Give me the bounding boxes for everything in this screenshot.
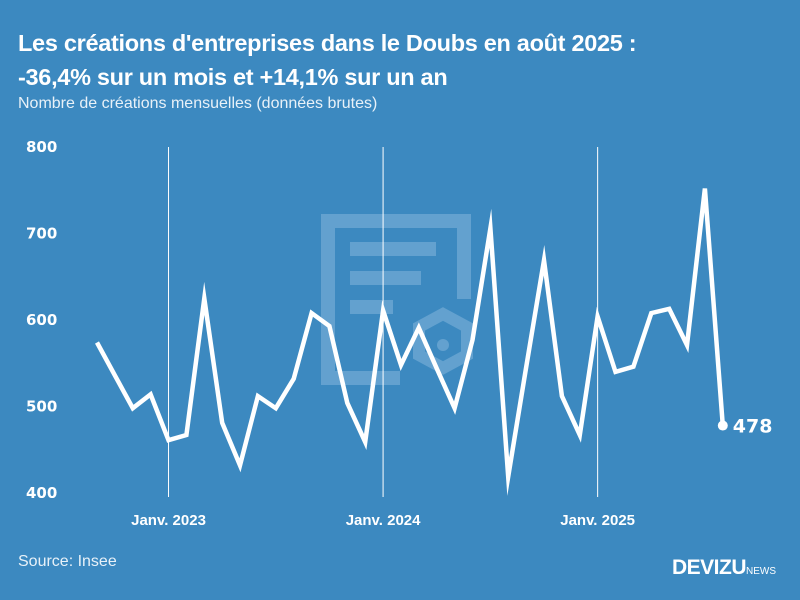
chart-subtitle: Nombre de créations mensuelles (données …	[18, 95, 378, 112]
title-line-1: Les créations d'entreprises dans le Doub…	[18, 30, 637, 56]
y-axis: 800 700 600 500 400	[26, 138, 57, 502]
y-tick-label: 700	[26, 225, 57, 243]
y-tick-label: 600	[26, 311, 57, 329]
source-note: Source: Insee	[18, 553, 117, 570]
y-tick-label: 800	[26, 138, 57, 156]
brand-suffix: NEWS	[746, 566, 777, 577]
series-group: 478	[95, 188, 773, 496]
brand-logo: DEVIZUNEWS	[672, 556, 776, 580]
title-line-2: -36,4% sur un mois et +14,1% sur un an	[18, 64, 448, 90]
y-tick-label: 400	[26, 484, 57, 502]
last-point-marker	[717, 420, 728, 431]
y-tick-label: 500	[26, 398, 57, 416]
x-axis: Janv. 2023 Janv. 2024 Janv. 2025	[131, 512, 635, 529]
x-tick-label: Janv. 2025	[560, 512, 635, 529]
brand-name: DEVIZU	[672, 556, 747, 579]
x-tick-label: Janv. 2024	[346, 512, 421, 529]
last-value-label: 478	[733, 416, 773, 438]
chart-title: Les créations d'entreprises dans le Doub…	[18, 26, 637, 94]
x-tick-label: Janv. 2023	[131, 512, 206, 529]
series-line	[95, 188, 726, 496]
